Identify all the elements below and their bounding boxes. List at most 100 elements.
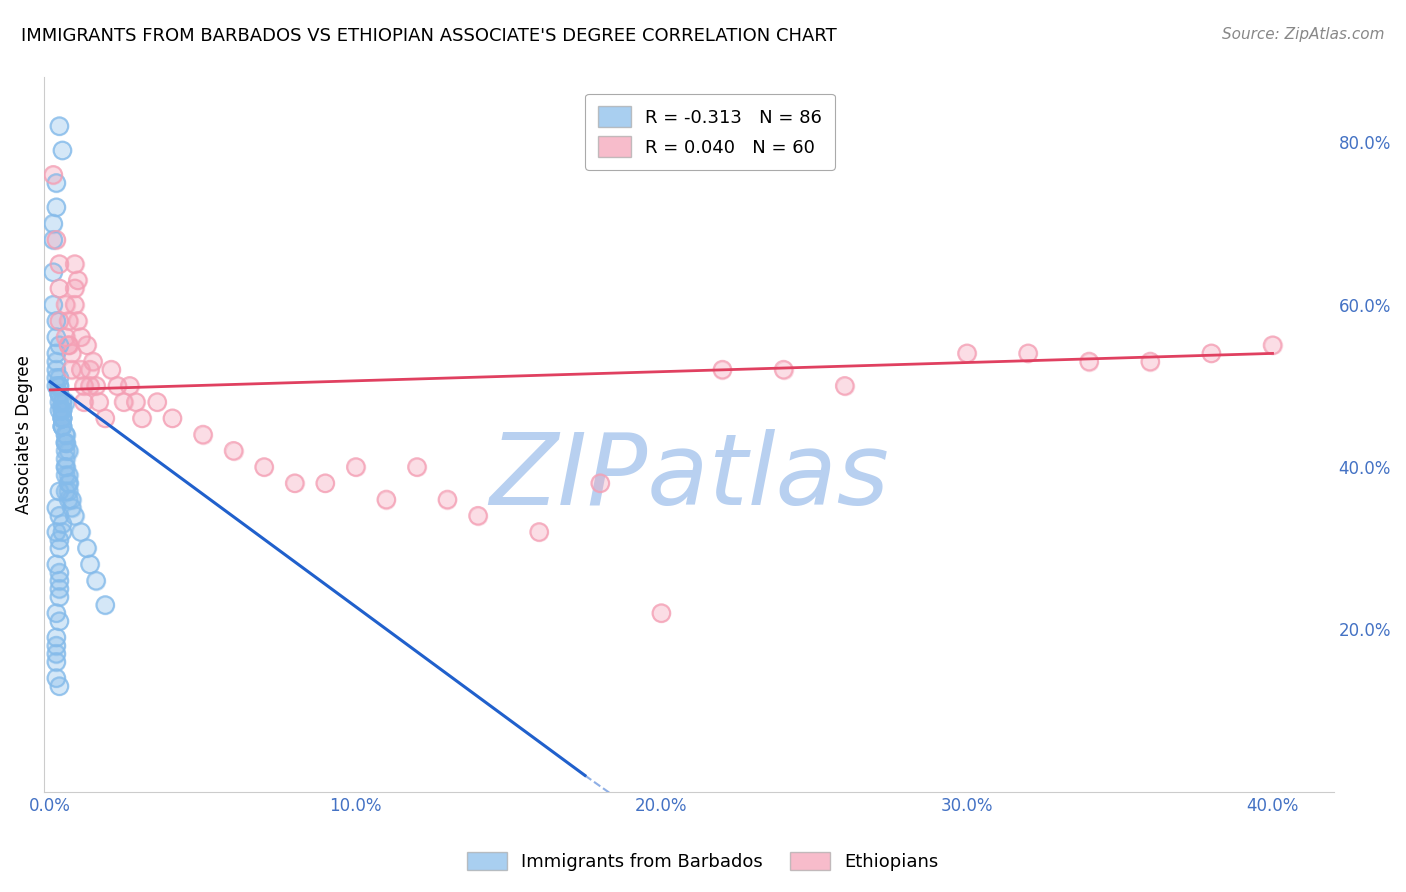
Point xyxy=(42,217,65,231)
Point xyxy=(48,582,70,596)
Point xyxy=(55,298,77,312)
Point xyxy=(51,395,73,409)
Point xyxy=(48,541,70,556)
Point xyxy=(527,524,550,539)
Point xyxy=(55,435,77,450)
Point xyxy=(48,379,70,393)
Point xyxy=(55,460,77,475)
Point xyxy=(42,298,65,312)
Point xyxy=(48,590,70,604)
Point xyxy=(79,558,101,572)
Point xyxy=(48,582,70,596)
Point xyxy=(51,395,73,409)
Point xyxy=(60,492,83,507)
Point xyxy=(436,492,458,507)
Point xyxy=(1139,354,1161,368)
Point xyxy=(191,427,214,442)
Point xyxy=(51,516,73,531)
Point xyxy=(79,379,101,393)
Point xyxy=(45,524,67,539)
Point xyxy=(48,387,70,401)
Point xyxy=(55,427,77,442)
Point xyxy=(527,524,550,539)
Point xyxy=(55,298,77,312)
Point xyxy=(118,379,141,393)
Point xyxy=(1017,346,1039,360)
Point xyxy=(344,460,367,475)
Point xyxy=(45,655,67,669)
Point xyxy=(48,387,70,401)
Point xyxy=(82,354,104,368)
Point xyxy=(58,443,80,458)
Point xyxy=(69,330,91,344)
Point xyxy=(112,395,135,409)
Point xyxy=(51,395,73,409)
Point xyxy=(66,273,89,287)
Point xyxy=(94,411,117,425)
Point xyxy=(58,443,80,458)
Point xyxy=(48,281,70,295)
Point xyxy=(45,362,67,376)
Point xyxy=(711,362,734,376)
Point xyxy=(51,516,73,531)
Point xyxy=(589,476,612,491)
Point xyxy=(375,492,398,507)
Point xyxy=(76,541,98,556)
Point xyxy=(58,476,80,491)
Point xyxy=(48,338,70,352)
Point xyxy=(58,338,80,352)
Point xyxy=(45,655,67,669)
Point xyxy=(42,233,65,247)
Point xyxy=(45,379,67,393)
Point xyxy=(60,500,83,515)
Point xyxy=(191,427,214,442)
Point xyxy=(253,460,276,475)
Point xyxy=(51,411,73,425)
Point xyxy=(48,508,70,523)
Point xyxy=(58,468,80,483)
Point xyxy=(146,395,169,409)
Point xyxy=(63,281,86,295)
Point xyxy=(956,346,979,360)
Point xyxy=(55,460,77,475)
Point xyxy=(60,492,83,507)
Point xyxy=(284,476,307,491)
Point xyxy=(48,590,70,604)
Point xyxy=(55,443,77,458)
Point xyxy=(79,362,101,376)
Point xyxy=(55,427,77,442)
Point xyxy=(1201,346,1223,360)
Point xyxy=(60,346,83,360)
Point xyxy=(66,314,89,328)
Point xyxy=(48,574,70,588)
Point xyxy=(69,362,91,376)
Point xyxy=(42,298,65,312)
Point xyxy=(45,606,67,620)
Point xyxy=(58,476,80,491)
Point xyxy=(51,403,73,417)
Point xyxy=(1261,338,1284,352)
Point xyxy=(467,508,489,523)
Point xyxy=(58,314,80,328)
Y-axis label: Associate's Degree: Associate's Degree xyxy=(15,355,32,514)
Point xyxy=(69,524,91,539)
Point xyxy=(45,647,67,661)
Point xyxy=(55,468,77,483)
Point xyxy=(650,606,672,620)
Point xyxy=(1078,354,1101,368)
Point xyxy=(48,484,70,499)
Point xyxy=(42,168,65,182)
Point xyxy=(253,460,276,475)
Point xyxy=(42,265,65,279)
Point xyxy=(162,411,184,425)
Point xyxy=(45,647,67,661)
Point xyxy=(51,419,73,434)
Point xyxy=(314,476,336,491)
Point xyxy=(55,395,77,409)
Point xyxy=(45,500,67,515)
Point xyxy=(48,314,70,328)
Point xyxy=(55,484,77,499)
Point xyxy=(42,168,65,182)
Text: Source: ZipAtlas.com: Source: ZipAtlas.com xyxy=(1222,27,1385,42)
Point xyxy=(58,484,80,499)
